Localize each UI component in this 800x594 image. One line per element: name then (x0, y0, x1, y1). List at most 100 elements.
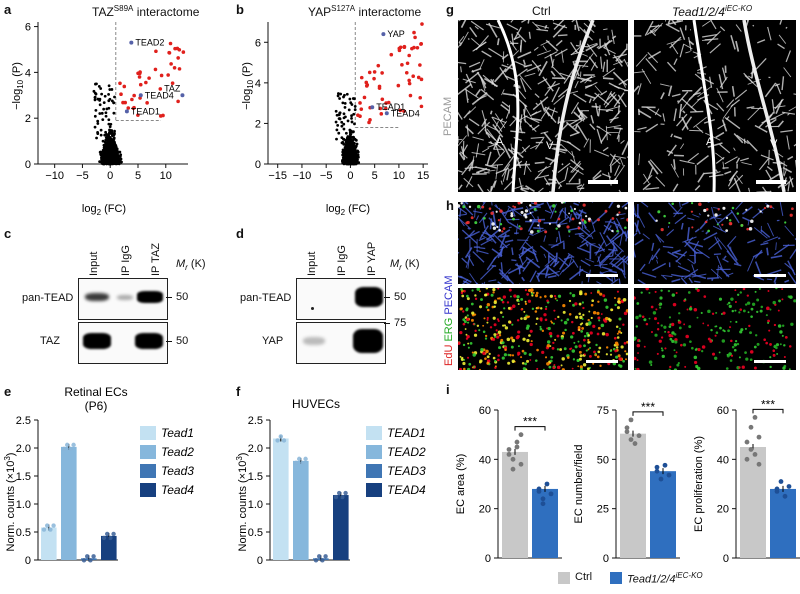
replicate-dot (333, 494, 339, 500)
cell (777, 324, 782, 328)
cell (490, 211, 494, 215)
vessel-segment (464, 166, 477, 170)
vessel-segment (609, 250, 623, 265)
vessel-segment (493, 179, 497, 188)
lane-label-igg-d: IP IgG (336, 245, 348, 276)
vessel-segment (530, 117, 542, 122)
vessel-segment (610, 278, 619, 284)
vessel-segment (793, 93, 796, 95)
vessel-segment (634, 232, 638, 237)
data-point (109, 122, 113, 126)
cell (554, 338, 557, 341)
vessel-segment (460, 66, 462, 73)
cell (495, 210, 498, 213)
vessel-segment (710, 20, 717, 30)
vessel-segment (578, 183, 585, 192)
vessel-segment (671, 278, 681, 283)
vessel-segment (574, 123, 579, 130)
replicate-dot (45, 523, 50, 528)
data-point (116, 161, 120, 165)
vessel-segment (484, 163, 497, 169)
vessel-segment (504, 239, 514, 243)
vessel-segment (668, 202, 680, 215)
replicate-dot (281, 438, 287, 443)
data-point (350, 117, 353, 120)
data-point (348, 97, 352, 101)
vessel-segment (774, 83, 780, 87)
vessel-segment (480, 238, 492, 246)
cell (491, 305, 495, 309)
vessel-segment (611, 255, 626, 268)
vessel-segment (769, 172, 781, 181)
significant-point (132, 105, 136, 110)
vessel-segment (614, 231, 626, 240)
vessel-segment (605, 125, 608, 141)
vessel-segment (654, 108, 660, 116)
cell (480, 347, 484, 352)
cell (524, 302, 528, 305)
cell (609, 349, 612, 353)
cell (625, 352, 628, 356)
y-axis-label: EC area (%) (455, 454, 467, 515)
vessel-segment (707, 276, 720, 280)
vessel-segment (762, 186, 768, 192)
cell (625, 309, 628, 313)
cell (775, 346, 778, 350)
data-point (334, 109, 338, 113)
significant-point (130, 97, 134, 102)
cell (645, 322, 649, 326)
vessel-segment (482, 202, 485, 204)
vessel-segment (618, 189, 622, 192)
vessel-segment (501, 64, 515, 71)
vessel-segment (486, 151, 492, 166)
vessel-segment (522, 59, 526, 65)
cell (522, 337, 526, 341)
cell (462, 322, 466, 326)
cell (568, 212, 571, 215)
vessel-segment (469, 26, 478, 38)
vessel-segment (547, 274, 557, 279)
cell (769, 356, 772, 359)
cell (553, 309, 556, 312)
cell (478, 329, 481, 332)
replicate-dot (61, 446, 67, 452)
vessel-segment (736, 175, 743, 185)
vessel-segment (546, 265, 560, 277)
cell (526, 292, 530, 296)
vessel-segment (563, 202, 567, 204)
cell (615, 346, 619, 349)
data-point (337, 131, 341, 135)
cell (618, 357, 622, 361)
cell (550, 355, 554, 359)
vessel-segment (714, 236, 723, 250)
data-point (109, 157, 113, 161)
cell (661, 354, 665, 359)
cell (668, 325, 672, 328)
cell (616, 290, 620, 293)
vessel-segment (681, 98, 697, 113)
vessel-segment (486, 131, 497, 141)
cell (604, 209, 608, 213)
cell (735, 320, 738, 324)
vessel-segment (688, 241, 704, 248)
vessel-segment (596, 281, 602, 284)
y-tick-label: 2.5 (248, 415, 263, 427)
vessel-segment (520, 77, 527, 93)
cell (568, 299, 572, 303)
vessel-segment (490, 185, 493, 192)
vessel-segment (778, 34, 787, 44)
data-point (118, 155, 122, 158)
data-point (109, 149, 113, 153)
panel-letter-a: a (4, 2, 12, 17)
cell (478, 368, 482, 370)
vessel-segment (730, 35, 736, 50)
data-point (106, 149, 110, 153)
vessel-segment (608, 82, 620, 90)
vessel-segment (774, 98, 784, 110)
vessel-segment (779, 20, 783, 25)
vessel-segment (557, 162, 571, 174)
cell (773, 323, 777, 327)
cell (616, 332, 619, 335)
replicate-dot (658, 476, 664, 482)
cell (469, 341, 473, 345)
